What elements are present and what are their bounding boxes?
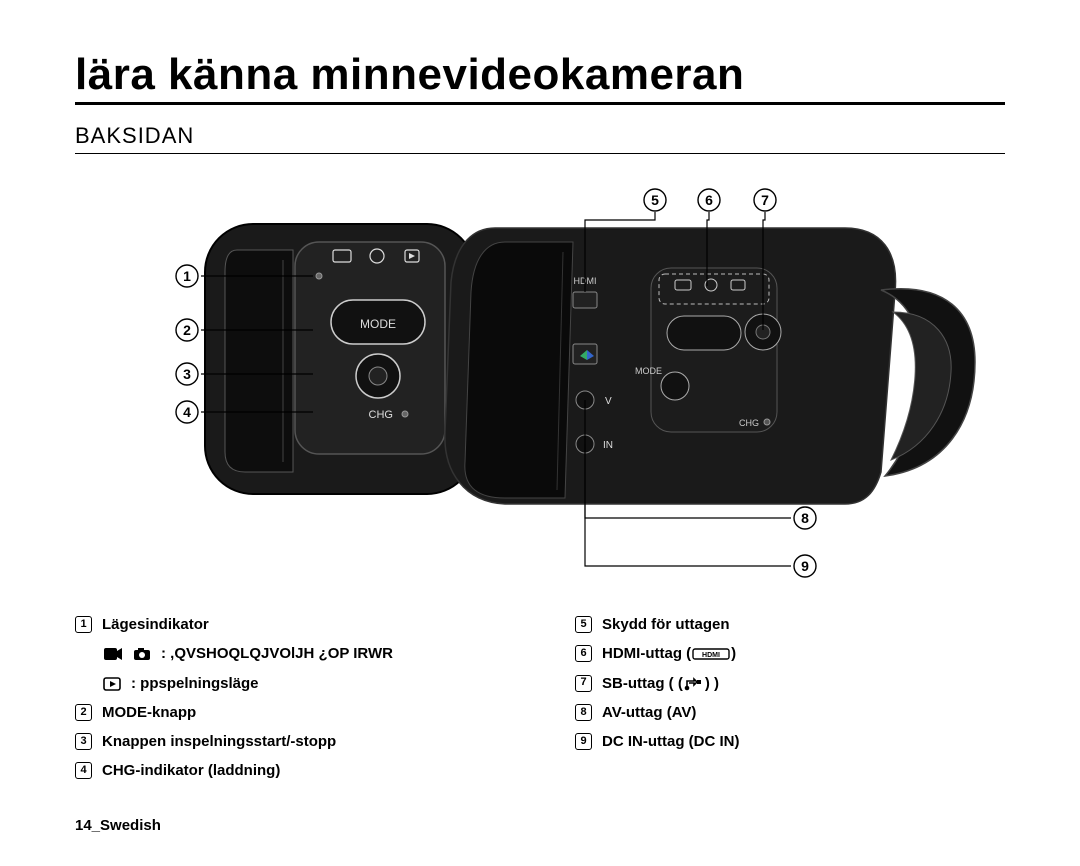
legend-item: : ,QVSHOQLQJVOlJH ¿OP IRWR xyxy=(75,639,505,668)
legend-text: MODE-knapp xyxy=(102,698,196,727)
svg-text:IN: IN xyxy=(603,440,613,451)
legend-text: Skydd för uttagen xyxy=(602,610,730,639)
svg-text:CHG: CHG xyxy=(739,418,759,428)
legend-text: Lägesindikator xyxy=(102,610,209,639)
svg-text:3: 3 xyxy=(183,366,191,382)
svg-text:MODE: MODE xyxy=(360,317,396,331)
svg-text:V: V xyxy=(605,396,612,407)
svg-text:8: 8 xyxy=(801,510,809,526)
legend-text: HDMI-uttag (HDMI) xyxy=(602,639,736,668)
camera-icon xyxy=(133,639,151,668)
legend-item: 2 MODE-knapp xyxy=(75,698,505,727)
svg-text:MODE: MODE xyxy=(635,366,662,376)
legend-item: 8 AV-uttag (AV) xyxy=(575,698,1005,727)
legend-number: 7 xyxy=(575,675,592,692)
legend-item: 5 Skydd för uttagen xyxy=(575,610,1005,639)
svg-text:6: 6 xyxy=(705,192,713,208)
legend-number: 8 xyxy=(575,704,592,721)
rear-diagram: MODECHGHDMIVINMODECHG123456789 xyxy=(75,172,1005,592)
legend-text: : ,QVSHOQLQJVOlJH ¿OP IRWR xyxy=(161,639,393,668)
legend: 1 Lägesindikator: ,QVSHOQLQJVOlJH ¿OP IRW… xyxy=(75,610,1005,786)
legend-item: : ppspelningsläge xyxy=(75,669,505,698)
legend-text: AV-uttag (AV) xyxy=(602,698,696,727)
legend-left-column: 1 Lägesindikator: ,QVSHOQLQJVOlJH ¿OP IRW… xyxy=(75,610,505,786)
legend-item: 6 HDMI-uttag (HDMI) xyxy=(575,639,1005,668)
legend-number: 6 xyxy=(575,645,592,662)
legend-text: DC IN-uttag (DC IN) xyxy=(602,727,739,756)
legend-item: 4 CHG-indikator (laddning) xyxy=(75,756,505,785)
svg-text:2: 2 xyxy=(183,322,191,338)
legend-number: 5 xyxy=(575,616,592,633)
legend-text: : ppspelningsläge xyxy=(131,669,259,698)
legend-text: Knappen inspelningsstart/-stopp xyxy=(102,727,336,756)
svg-text:5: 5 xyxy=(651,192,659,208)
legend-right-column: 5 Skydd för uttagen 6 HDMI-uttag (HDMI) 7 SB-… xyxy=(575,610,1005,786)
legend-number: 1 xyxy=(75,616,92,633)
page-number: 14_Swedish xyxy=(75,817,161,834)
svg-text:CHG: CHG xyxy=(369,409,393,421)
video-icon xyxy=(103,639,123,668)
svg-text:1: 1 xyxy=(183,268,191,284)
svg-text:9: 9 xyxy=(801,558,809,574)
legend-number: 4 xyxy=(75,762,92,779)
legend-number: 2 xyxy=(75,704,92,721)
play-icon xyxy=(103,669,121,698)
legend-item: 9 DC IN-uttag (DC IN) xyxy=(575,727,1005,756)
legend-item: 3 Knappen inspelningsstart/-stopp xyxy=(75,727,505,756)
legend-text: CHG-indikator (laddning) xyxy=(102,756,280,785)
page-title: lära känna minnevideokameran xyxy=(75,50,1005,105)
section-subtitle: BAKSIDAN xyxy=(75,123,1005,154)
svg-text:HDMI: HDMI xyxy=(702,652,720,659)
legend-number: 3 xyxy=(75,733,92,750)
legend-item: 1 Lägesindikator xyxy=(75,610,505,639)
legend-item: 7 SB-uttag ( () ) xyxy=(575,669,1005,698)
svg-text:7: 7 xyxy=(761,192,769,208)
legend-text: SB-uttag ( () ) xyxy=(602,669,719,698)
svg-text:4: 4 xyxy=(183,404,191,420)
legend-number: 9 xyxy=(575,733,592,750)
